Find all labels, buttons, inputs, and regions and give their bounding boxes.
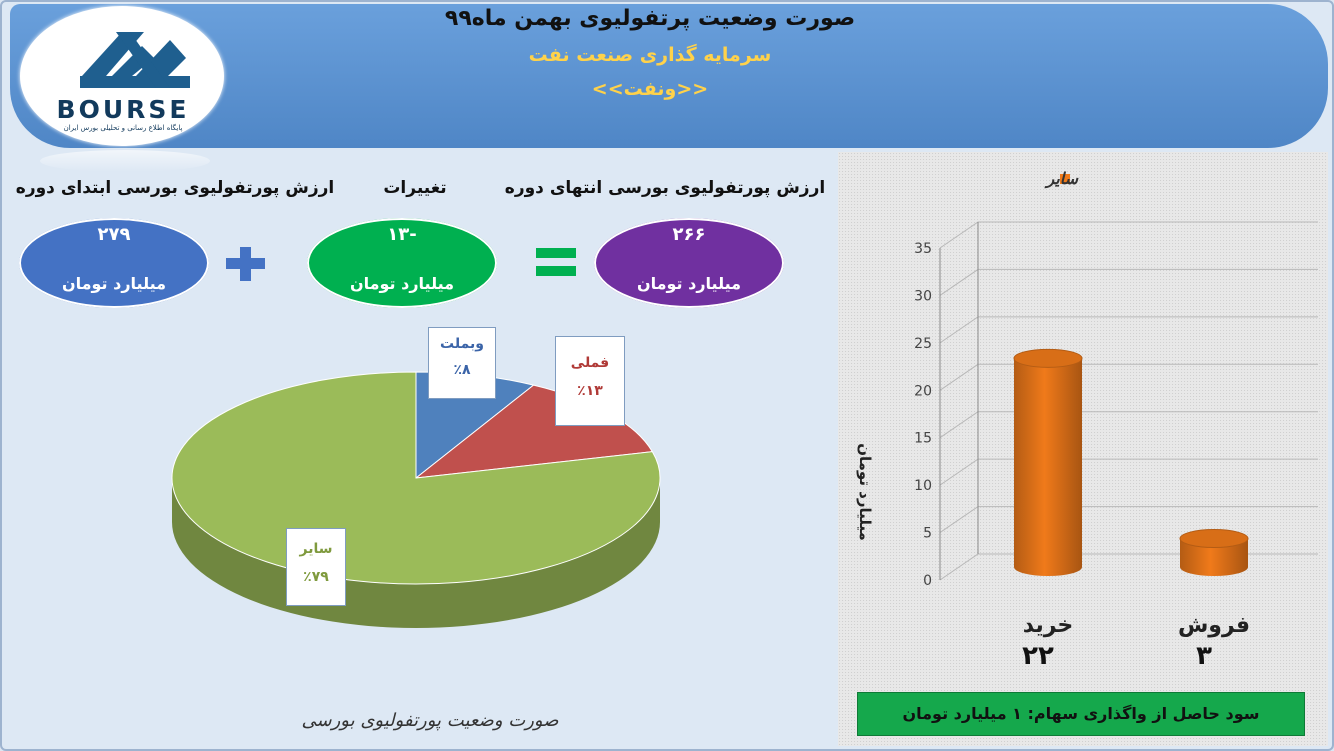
y-axis-label: میلیارد تومان bbox=[856, 443, 874, 541]
legend-label: سایر bbox=[1043, 169, 1078, 189]
change-value: -۱۳ bbox=[387, 224, 417, 245]
change-value-oval: -۱۳ میلیارد تومان bbox=[307, 218, 497, 308]
pie-label-other: سایر ٪۷۹ bbox=[286, 528, 346, 606]
grid-line bbox=[939, 363, 1318, 391]
start-value-unit: میلیارد تومان bbox=[61, 274, 167, 293]
grid-line bbox=[939, 221, 1318, 249]
grid-line bbox=[939, 411, 1318, 439]
header-banner bbox=[10, 4, 1328, 148]
bar-buy bbox=[1013, 348, 1083, 576]
pie-label-percent: ٪۷۹ bbox=[303, 569, 329, 585]
x-category-label: خرید bbox=[1023, 613, 1074, 638]
x-category-value: ۲۲ bbox=[1022, 641, 1054, 671]
logo-mark-icon bbox=[80, 32, 190, 88]
pie-label-name: فملی bbox=[570, 355, 610, 371]
equals-icon bbox=[536, 248, 576, 276]
company-name: سرمایه گذاری صنعت نفت bbox=[528, 44, 772, 66]
start-value-oval: ۲۷۹ میلیارد تومان bbox=[19, 218, 209, 308]
start-value-label: ارزش پورتفولیوی بورسی ابتدای دوره bbox=[15, 178, 335, 198]
y-tick-label: 0 bbox=[923, 573, 932, 589]
end-value: ۲۶۶ bbox=[672, 224, 706, 245]
x-category-value: ۳ bbox=[1196, 641, 1212, 671]
change-value-unit: میلیارد تومان bbox=[349, 274, 455, 293]
start-value: ۲۷۹ bbox=[97, 224, 131, 245]
grid-line bbox=[939, 458, 1318, 486]
y-tick-label: 10 bbox=[914, 478, 932, 494]
pie-label-percent: ٪۱۳ bbox=[577, 383, 603, 399]
grid-line bbox=[939, 506, 1318, 533]
logo-reflection bbox=[40, 150, 210, 172]
pie-label-fameli: فملی ٪۱۳ bbox=[555, 336, 625, 426]
logo-tagline: پایگاه اطلاع رسانی و تحلیلی بورس ایران bbox=[63, 124, 183, 132]
y-tick-label: 5 bbox=[923, 526, 932, 542]
pie-label-percent: ٪۸ bbox=[453, 362, 471, 378]
y-tick-label: 20 bbox=[914, 383, 932, 399]
grid-line bbox=[939, 316, 1318, 344]
logo-wordmark: BOURSE bbox=[56, 95, 190, 124]
trades-chart-panel bbox=[838, 152, 1328, 746]
y-tick-label: 35 bbox=[914, 241, 932, 257]
pie-caption: صورت وضعیت پورتفولیوی بورسی bbox=[301, 710, 559, 731]
end-value-label: ارزش پورتفولیوی بورسی انتهای دوره bbox=[504, 178, 826, 198]
ticker-symbol: <<ونفت>> bbox=[591, 78, 709, 100]
grid-line bbox=[939, 553, 1318, 581]
legend-swatch bbox=[1060, 174, 1070, 184]
end-value-unit: میلیارد تومان bbox=[636, 274, 742, 293]
pie-label-name: وبملت bbox=[440, 336, 484, 352]
plus-icon bbox=[226, 247, 265, 281]
end-value-oval: ۲۶۶ میلیارد تومان bbox=[594, 218, 784, 308]
pie-label-name: سایر bbox=[299, 541, 333, 557]
x-category-label: فروش bbox=[1178, 613, 1250, 638]
y-tick-label: 30 bbox=[914, 288, 932, 304]
grid-line bbox=[939, 268, 1318, 296]
pie-label-vbmellat: وبملت ٪۸ bbox=[428, 327, 496, 399]
bar-sell bbox=[1179, 529, 1249, 576]
trades-bar-chart: سایر میلیارد تومان 0 5 10 15 20 25 30 35 خرید ۲۲ ف… bbox=[856, 169, 1318, 671]
y-tick-label: 15 bbox=[914, 431, 932, 447]
profit-note: سود حاصل از واگذاری سهام: ۱ میلیارد توما… bbox=[857, 692, 1305, 736]
page-title: صورت وضعیت پرتفولیوی بهمن ماه۹۹ bbox=[444, 6, 856, 31]
y-tick-label: 25 bbox=[914, 336, 932, 352]
change-label: تغییرات bbox=[383, 178, 447, 198]
logo bbox=[20, 6, 224, 146]
